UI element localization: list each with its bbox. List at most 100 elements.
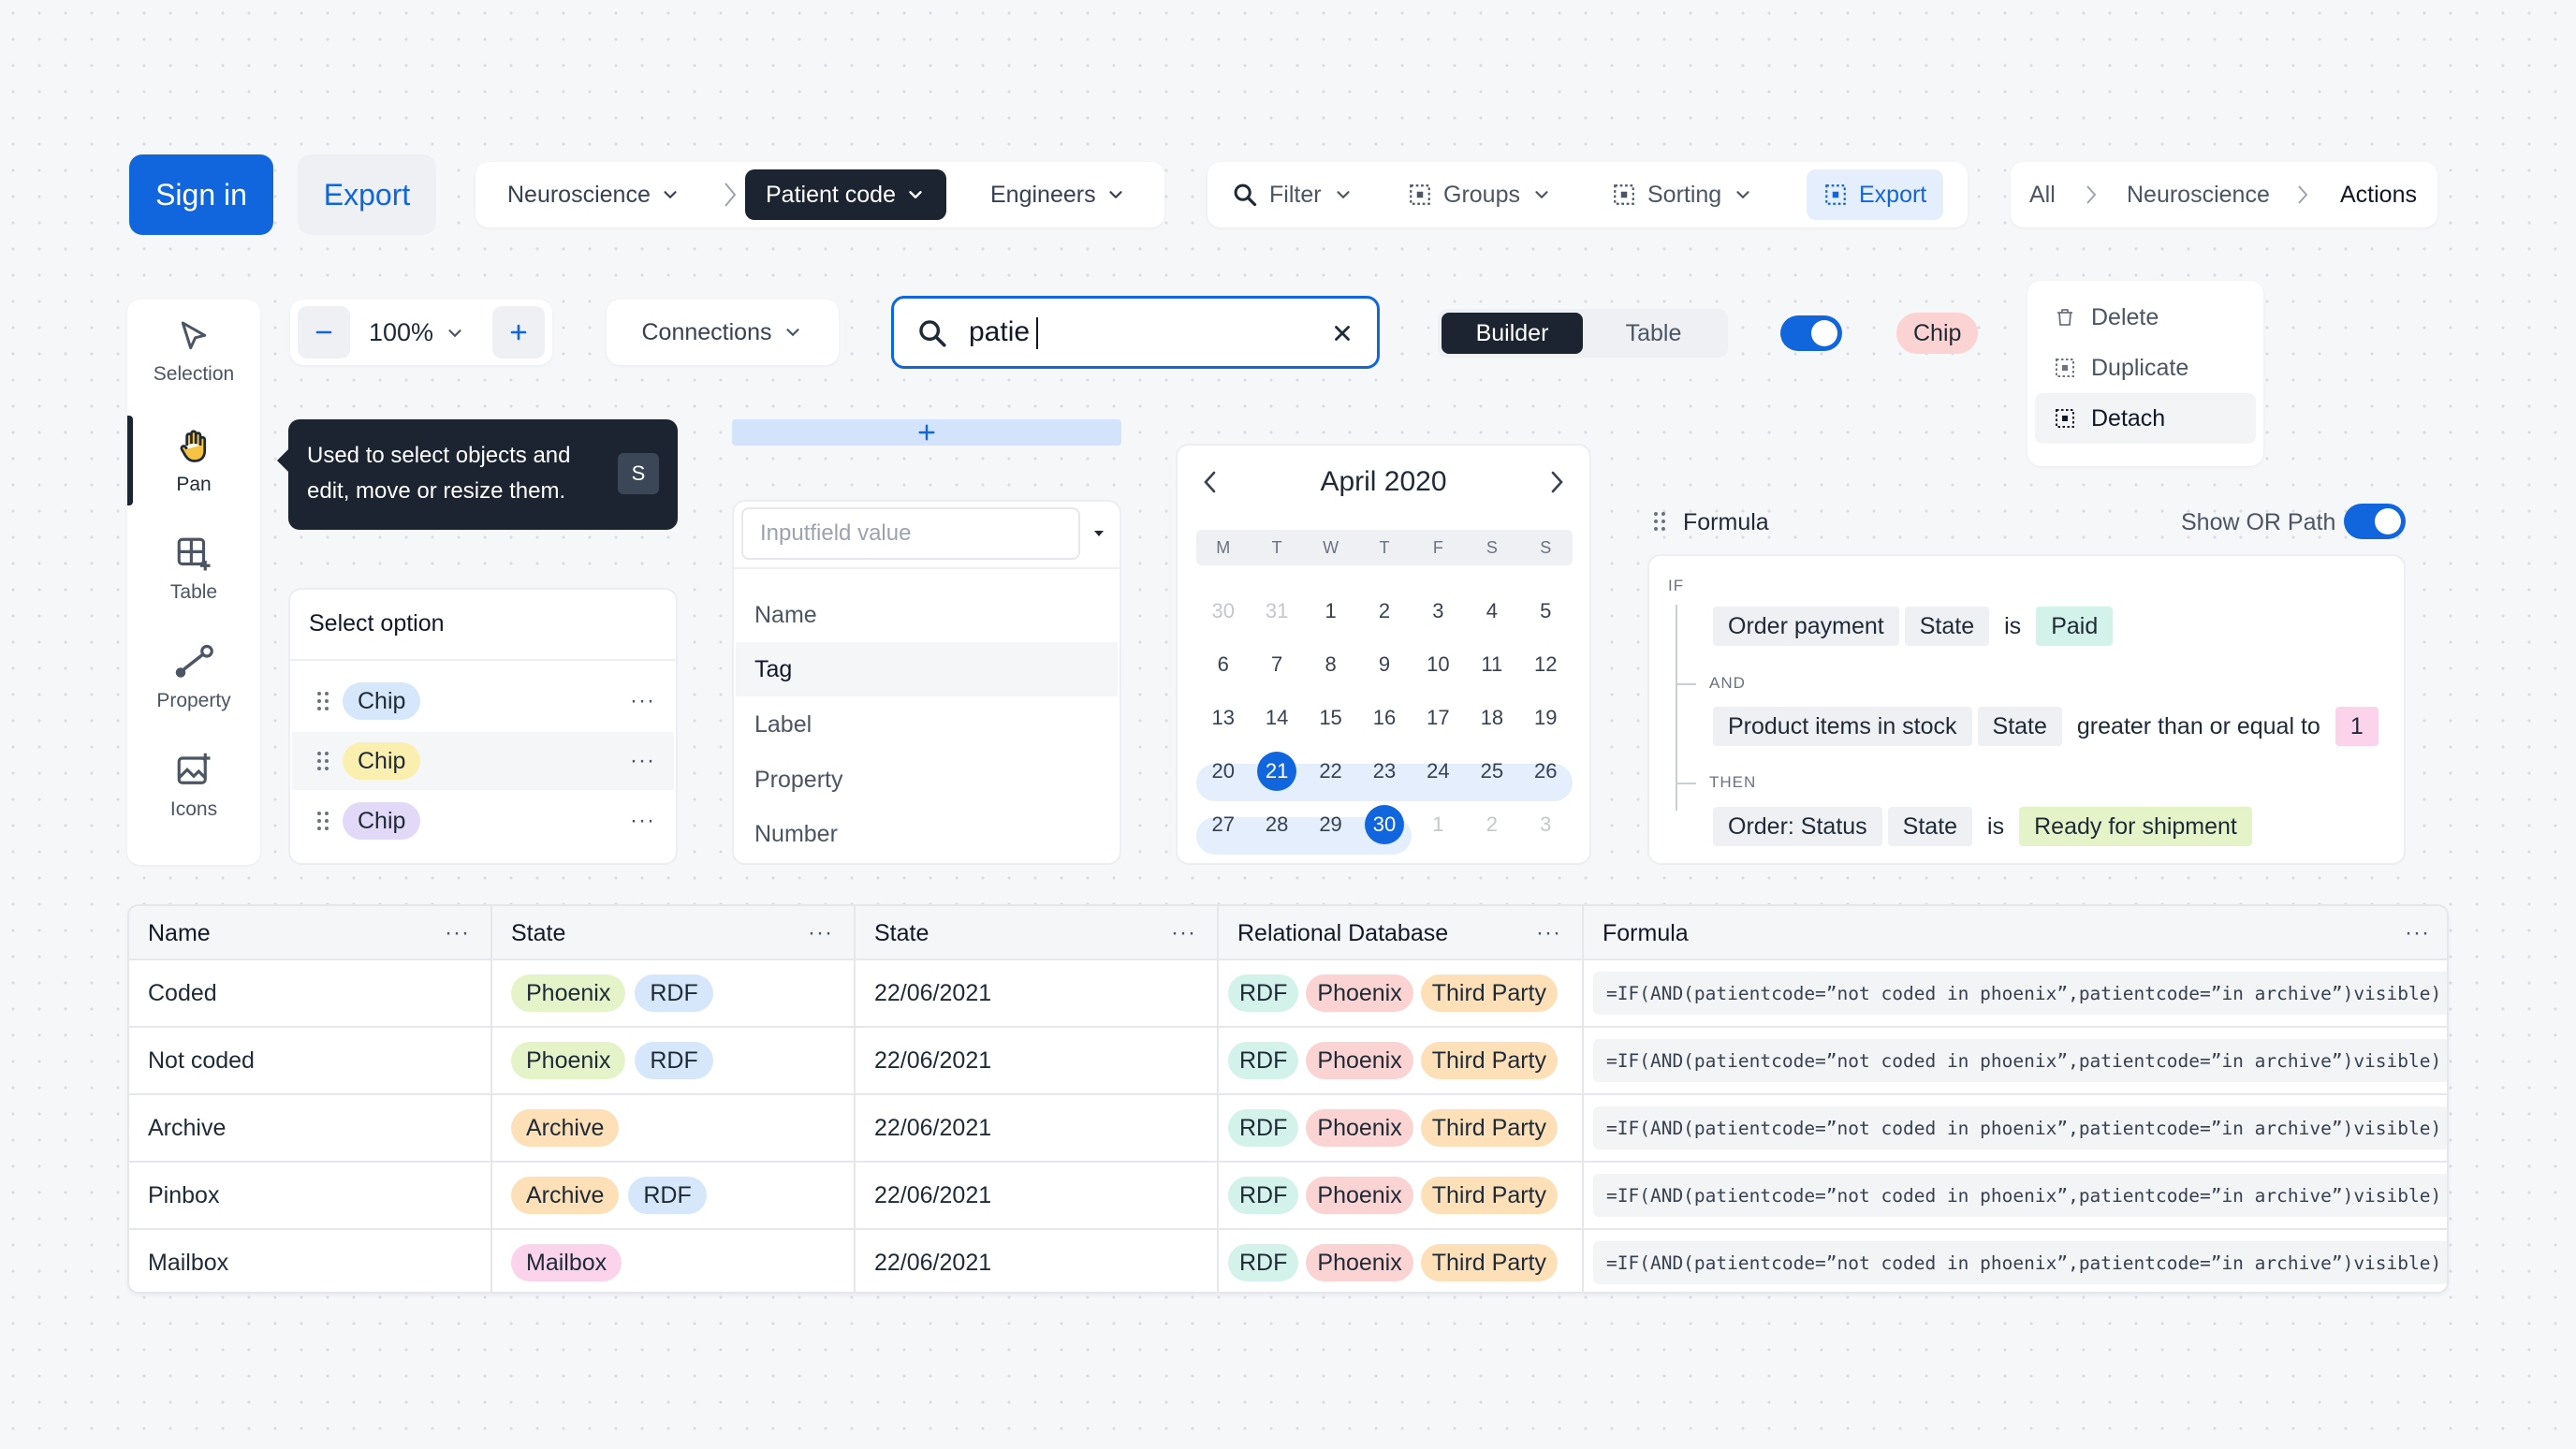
cell-date[interactable]: 22/06/2021 [856,1163,1219,1228]
calendar-day[interactable]: 30 [1357,798,1411,851]
calendar-day[interactable]: 12 [1519,637,1573,691]
calendar-day[interactable]: 2 [1465,798,1518,851]
chip[interactable]: Chip [1896,313,1979,354]
more-icon[interactable]: ··· [630,808,655,833]
cell-state[interactable]: Phoenix RDF [492,1028,856,1093]
calendar-day[interactable]: 1 [1412,798,1465,851]
calendar-day[interactable]: 31 [1250,584,1303,637]
property-chip[interactable]: State [1977,707,2062,746]
calendar-day[interactable]: 19 [1519,691,1573,744]
zoom-out-button[interactable] [298,306,350,359]
property-chip[interactable]: State [1887,807,1973,846]
breadcrumb-neuroscience-link[interactable]: Neuroscience [2127,182,2270,208]
more-icon[interactable]: ··· [808,920,833,945]
connections-dropdown[interactable]: Connections [607,300,839,365]
relation-chip[interactable]: Phoenix [1306,1244,1413,1281]
cell-state[interactable]: Mailbox [492,1230,856,1292]
list-item[interactable]: Chip ··· [292,792,674,850]
state-chip[interactable]: RDF [635,974,713,1012]
cell-formula[interactable]: =IF(AND(patientcode=”not coded in phoeni… [1584,1095,2447,1161]
cell-state[interactable]: Archive RDF [492,1163,856,1228]
dropdown-item[interactable]: Label [754,710,812,738]
drag-handle-icon[interactable] [316,751,329,771]
breadcrumb-engineers[interactable]: Engineers [990,169,1126,220]
breadcrumb-neuroscience[interactable]: Neuroscience [507,169,681,220]
cell-date[interactable]: 22/06/2021 [856,960,1219,1026]
calendar-day[interactable]: 3 [1519,798,1573,851]
relation-chip[interactable]: Third Party [1420,1244,1559,1281]
dropdown-item[interactable]: Number [754,820,838,847]
calendar-day[interactable]: 2 [1357,584,1411,637]
menu-detach[interactable]: Detach [2035,393,2256,444]
dropdown-item[interactable]: Property [754,766,843,793]
tool-selection[interactable]: Selection [127,300,260,404]
cell-name[interactable]: Not coded [129,1028,492,1093]
tool-property[interactable]: Property [127,625,260,730]
calendar-day[interactable]: 17 [1412,691,1465,744]
tool-pan[interactable]: Pan [127,408,260,513]
cell-name[interactable]: Pinbox [129,1163,492,1228]
cell-state[interactable]: Phoenix RDF [492,960,856,1026]
search-field[interactable]: patie [891,296,1380,369]
calendar-day[interactable]: 16 [1357,691,1411,744]
calendar-day[interactable]: 11 [1465,637,1518,691]
menu-duplicate[interactable]: Duplicate [2035,343,2256,393]
table-row[interactable]: Pinbox Archive RDF 22/06/2021 RDF Phoenix Thir… [129,1163,2447,1230]
list-item[interactable]: Chip ··· [292,732,674,790]
cell-relational[interactable]: RDF Phoenix Third Party [1219,1230,1584,1292]
calendar-day[interactable]: 26 [1519,744,1573,798]
cell-formula[interactable]: =IF(AND(patientcode=”not coded in phoeni… [1584,1163,2447,1228]
cell-formula[interactable]: =IF(AND(patientcode=”not coded in phoeni… [1584,1230,2447,1292]
zoom-level-dropdown[interactable]: 100% [369,318,465,347]
calendar-day[interactable]: 6 [1196,637,1250,691]
cell-relational[interactable]: RDF Phoenix Third Party [1219,1163,1584,1228]
relation-chip[interactable]: Third Party [1420,974,1559,1012]
cell-relational[interactable]: RDF Phoenix Third Party [1219,960,1584,1026]
state-chip[interactable]: Archive [511,1177,620,1214]
cell-relational[interactable]: RDF Phoenix Third Party [1219,1028,1584,1093]
zoom-in-button[interactable] [492,306,545,359]
segment-builder[interactable]: Builder [1442,313,1583,354]
column-header-state-2[interactable]: State ··· [856,906,1219,960]
calendar-day[interactable]: 14 [1250,691,1303,744]
value-chip[interactable]: Ready for shipment [2019,807,2252,846]
breadcrumb-patient-code[interactable]: Patient code [745,169,946,220]
calendar-day[interactable]: 10 [1412,637,1465,691]
column-header-name[interactable]: Name ··· [129,906,492,960]
cell-name[interactable]: Mailbox [129,1230,492,1292]
cell-relational[interactable]: RDF Phoenix Third Party [1219,1095,1584,1161]
relation-chip[interactable]: RDF [1228,1177,1299,1214]
toggle-switch[interactable] [1780,315,1842,351]
cell-name[interactable]: Coded [129,960,492,1026]
caret-down-icon[interactable] [1091,528,1106,539]
calendar-day[interactable]: 20 [1196,744,1250,798]
calendar-day[interactable]: 13 [1196,691,1250,744]
cell-name[interactable]: Archive [129,1095,492,1161]
cell-formula[interactable]: =IF(AND(patientcode=”not coded in phoeni… [1584,960,2447,1026]
calendar-day[interactable]: 5 [1519,584,1573,637]
state-chip[interactable]: Phoenix [511,974,626,1012]
more-icon[interactable]: ··· [630,748,655,773]
groups-dropdown[interactable]: Groups [1391,169,1569,220]
breadcrumb-all[interactable]: All [2029,182,2056,208]
add-row-button[interactable] [732,419,1121,446]
toolbar-export-button[interactable]: Export [1807,169,1944,220]
dropdown-item[interactable]: Name [754,601,817,628]
column-header-relational-database[interactable]: Relational Database ··· [1219,906,1584,960]
calendar-day[interactable]: 28 [1250,798,1303,851]
calendar-day[interactable]: 1 [1304,584,1357,637]
state-chip[interactable]: RDF [628,1177,707,1214]
calendar-day[interactable]: 29 [1304,798,1357,851]
filter-dropdown[interactable]: Filter [1215,169,1370,220]
dropdown-item[interactable]: Tag [736,642,1118,696]
tool-table[interactable]: Table [127,517,260,622]
calendar-day[interactable]: 7 [1250,637,1303,691]
chevron-left-icon[interactable] [1198,468,1222,496]
chevron-right-icon[interactable] [1544,468,1569,496]
more-icon[interactable]: ··· [1171,920,1196,945]
export-button[interactable]: Export [298,154,436,235]
calendar-day[interactable]: 23 [1357,744,1411,798]
column-header-formula[interactable]: Formula ··· [1584,906,2447,960]
relation-chip[interactable]: RDF [1228,974,1299,1012]
table-row[interactable]: Mailbox Mailbox 22/06/2021 RDF Phoenix Third … [129,1230,2447,1292]
